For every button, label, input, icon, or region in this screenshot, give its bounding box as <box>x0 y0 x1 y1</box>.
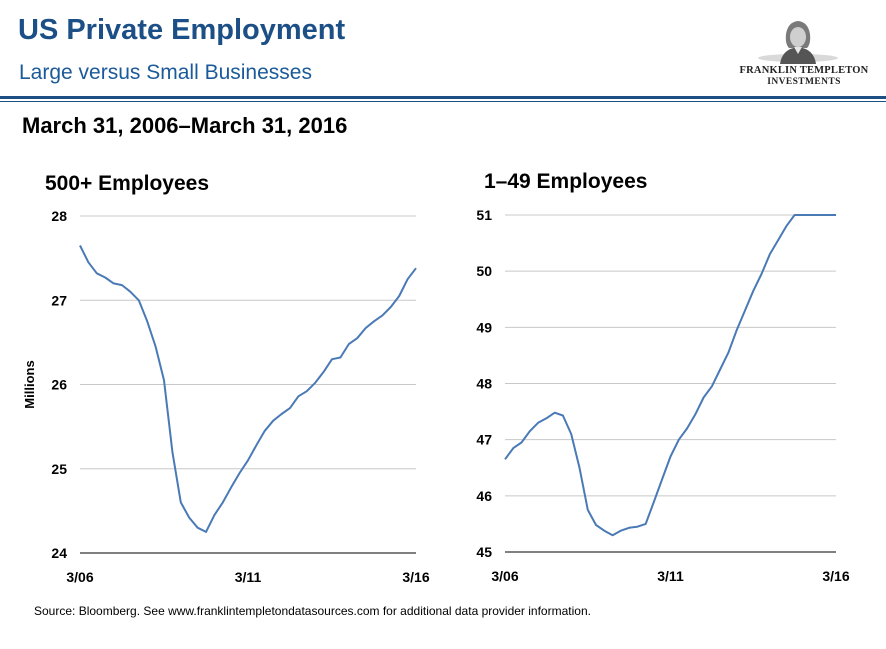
x-tick-label: 3/06 <box>491 568 518 584</box>
logo-text-secondary: INVESTMENTS <box>767 77 841 87</box>
x-tick-label: 3/16 <box>402 569 429 585</box>
chart-title-small-business: 1–49 Employees <box>484 170 648 193</box>
y-tick-label: 48 <box>476 376 492 392</box>
y-tick-label: 46 <box>476 488 492 504</box>
header-divider <box>0 96 886 99</box>
y-tick-label: 26 <box>51 377 67 393</box>
y-tick-label: 49 <box>476 319 492 335</box>
page-title: US Private Employment <box>18 14 346 46</box>
date-range: March 31, 2006–March 31, 2016 <box>22 113 348 138</box>
source-note: Source: Bloomberg. See www.franklintempl… <box>34 604 591 618</box>
y-tick-label: 45 <box>476 544 492 560</box>
y-tick-label: 50 <box>476 263 492 279</box>
x-tick-label: 3/11 <box>235 569 262 585</box>
chart-small-business: 45 46 47 48 49 50 51 3/06 3/11 3/16 <box>476 207 849 584</box>
logo-text-primary: FRANKLIN TEMPLETON <box>739 65 869 76</box>
y-tick-label: 51 <box>476 207 492 223</box>
y-tick-label: 47 <box>476 432 492 448</box>
y-tick-label: 24 <box>51 545 67 561</box>
x-tick-label: 3/16 <box>822 568 849 584</box>
page-subtitle: Large versus Small Businesses <box>19 61 312 84</box>
y-tick-label: 27 <box>51 292 67 308</box>
series-line-small <box>504 214 836 537</box>
x-tick-label: 3/11 <box>657 568 684 584</box>
y-tick-label: 28 <box>51 208 67 224</box>
portrait-icon <box>758 21 838 64</box>
series-line-large <box>79 245 417 533</box>
brand-logo: FRANKLIN TEMPLETON INVESTMENTS <box>738 18 868 88</box>
chart-title-large-business: 500+ Employees <box>45 172 210 195</box>
header-divider-thin <box>0 101 886 102</box>
y-axis-label: Millions <box>22 360 37 408</box>
chart-large-business: 24 25 26 27 28 3/06 3/11 3/16 Millions <box>22 208 430 585</box>
y-tick-label: 25 <box>51 461 67 477</box>
x-tick-label: 3/06 <box>66 569 93 585</box>
